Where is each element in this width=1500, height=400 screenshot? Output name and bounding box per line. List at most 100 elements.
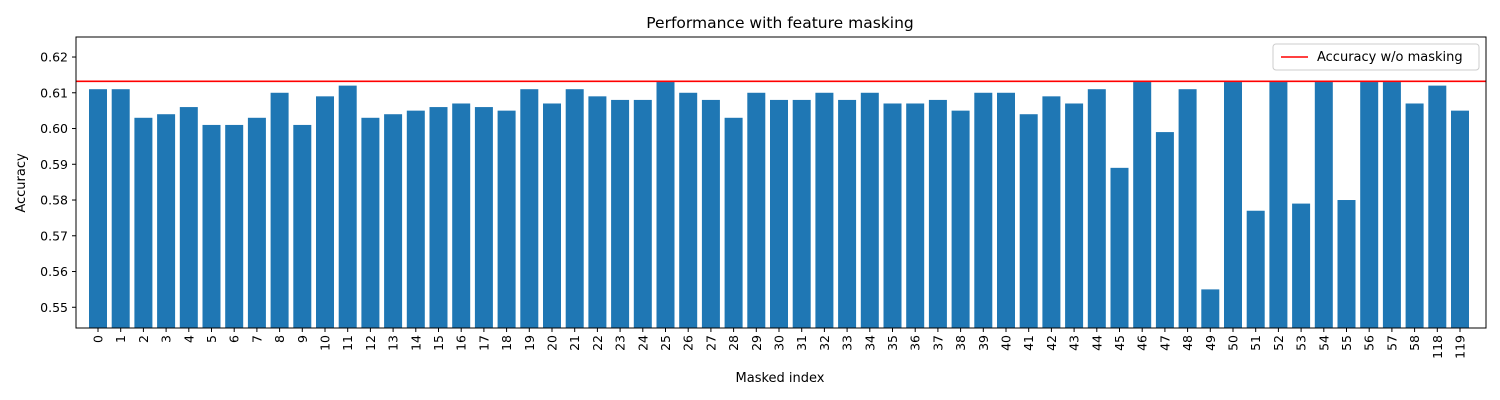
x-tick-label: 47: [1157, 335, 1172, 351]
x-tick-label: 0: [91, 335, 106, 343]
bar-0: [89, 89, 107, 328]
x-tick-label: 57: [1384, 335, 1399, 351]
x-tick-label: 6: [227, 335, 242, 343]
y-tick-label: 0.55: [40, 300, 68, 315]
bar-5: [202, 124, 221, 328]
x-tick-label: 42: [1044, 335, 1059, 351]
x-tick-label: 22: [590, 335, 605, 351]
x-tick-label: 51: [1248, 335, 1263, 351]
x-tick-label: 16: [454, 335, 469, 351]
bar-11: [338, 85, 357, 329]
x-tick-label: 31: [794, 335, 809, 351]
bar-7: [247, 117, 266, 328]
x-tick-label: 41: [1021, 335, 1036, 351]
bar-10: [316, 96, 334, 328]
x-tick-label: 28: [726, 335, 741, 351]
bar-18: [497, 110, 516, 328]
bar-9: [293, 124, 312, 328]
x-tick-label: 2: [136, 335, 151, 343]
bar-27: [701, 99, 720, 328]
bar-54: [1314, 82, 1333, 328]
x-tick-label: 10: [318, 335, 333, 351]
x-tick-label: 23: [613, 335, 628, 351]
chart-title: Performance with feature masking: [646, 14, 913, 32]
x-tick-label: 24: [635, 335, 650, 351]
bar-37: [928, 99, 947, 328]
x-tick-label: 3: [159, 335, 174, 343]
x-tick-label: 34: [862, 335, 877, 351]
x-tick-label: 37: [930, 335, 945, 351]
bar-29: [747, 92, 766, 329]
x-axis: 0 1 2 3 4 5 6 7 8 9 10 11 12 13 14 15 16 17 18 19 20 21 22 23 24…: [91, 328, 1468, 359]
bar-15: [429, 107, 448, 328]
y-tick-label: 0.61: [40, 85, 68, 100]
x-tick-label: 44: [1089, 335, 1104, 351]
legend: Accuracy w/o masking: [1272, 43, 1480, 71]
bar-23: [611, 99, 630, 328]
x-tick-label: 5: [204, 335, 219, 343]
x-tick-label: 27: [703, 335, 718, 351]
bar-119: [1451, 110, 1469, 328]
bar-22: [588, 96, 607, 328]
legend-box: [1272, 43, 1480, 71]
y-axis: 0.55 0.56 0.57 0.58 0.59 0.60 0.61 0.62: [40, 50, 76, 315]
x-tick-label: 1: [113, 335, 128, 343]
x-tick-label: 56: [1362, 335, 1377, 351]
bar-38: [951, 110, 970, 328]
y-axis-label: Accuracy: [14, 153, 29, 213]
bar-4: [179, 107, 198, 328]
bar-51: [1246, 210, 1265, 328]
bar-42: [1042, 96, 1061, 328]
bars-group: [89, 82, 1469, 329]
bar-32: [815, 92, 834, 329]
x-tick-label: 40: [999, 335, 1014, 351]
x-tick-label: 38: [953, 335, 968, 351]
x-tick-label: 30: [772, 335, 787, 351]
bar-36: [906, 103, 925, 329]
x-tick-label: 17: [476, 335, 491, 351]
x-tick-label: 36: [908, 335, 923, 351]
y-tick-label: 0.59: [40, 157, 68, 172]
x-tick-label: 8: [272, 335, 287, 343]
bar-41: [1019, 114, 1038, 328]
x-tick-label: 33: [840, 335, 855, 351]
y-tick-label: 0.60: [40, 121, 68, 136]
bar-13: [384, 114, 403, 328]
bar-52: [1269, 82, 1288, 328]
x-tick-label: 39: [976, 335, 991, 351]
bar-39: [974, 92, 993, 329]
bar-53: [1292, 203, 1311, 328]
x-tick-label: 29: [749, 335, 764, 351]
x-tick-label: 7: [249, 335, 264, 343]
x-tick-label: 58: [1407, 335, 1422, 351]
bar-44: [1087, 89, 1106, 328]
plot-frame: [75, 36, 1487, 329]
x-tick-label: 46: [1135, 335, 1150, 351]
bar-25: [656, 82, 675, 328]
x-tick-label: 52: [1271, 335, 1286, 351]
bar-34: [860, 92, 879, 329]
x-tick-label: 15: [431, 335, 446, 351]
bar-56: [1360, 82, 1379, 328]
bar-16: [452, 103, 471, 329]
bar-30: [770, 99, 788, 328]
bar-20: [543, 103, 561, 329]
bar-49: [1201, 289, 1220, 328]
bar-31: [792, 99, 811, 328]
x-tick-label: 25: [658, 335, 673, 351]
y-tick-label: 0.56: [40, 264, 68, 279]
bar-43: [1065, 103, 1084, 329]
legend-label: Accuracy w/o masking: [1317, 50, 1463, 65]
bar-40: [997, 92, 1015, 329]
y-tick-label: 0.62: [40, 50, 68, 65]
x-tick-label: 48: [1180, 335, 1195, 351]
bar-6: [225, 124, 244, 328]
bar-46: [1133, 82, 1152, 328]
x-axis-label: Masked index: [736, 371, 825, 386]
bar-24: [633, 99, 652, 328]
bar-8: [270, 92, 289, 329]
x-tick-label: 32: [817, 335, 832, 351]
x-tick-label: 4: [181, 335, 196, 343]
x-tick-label: 50: [1226, 335, 1241, 351]
x-tick-label: 35: [885, 335, 900, 351]
